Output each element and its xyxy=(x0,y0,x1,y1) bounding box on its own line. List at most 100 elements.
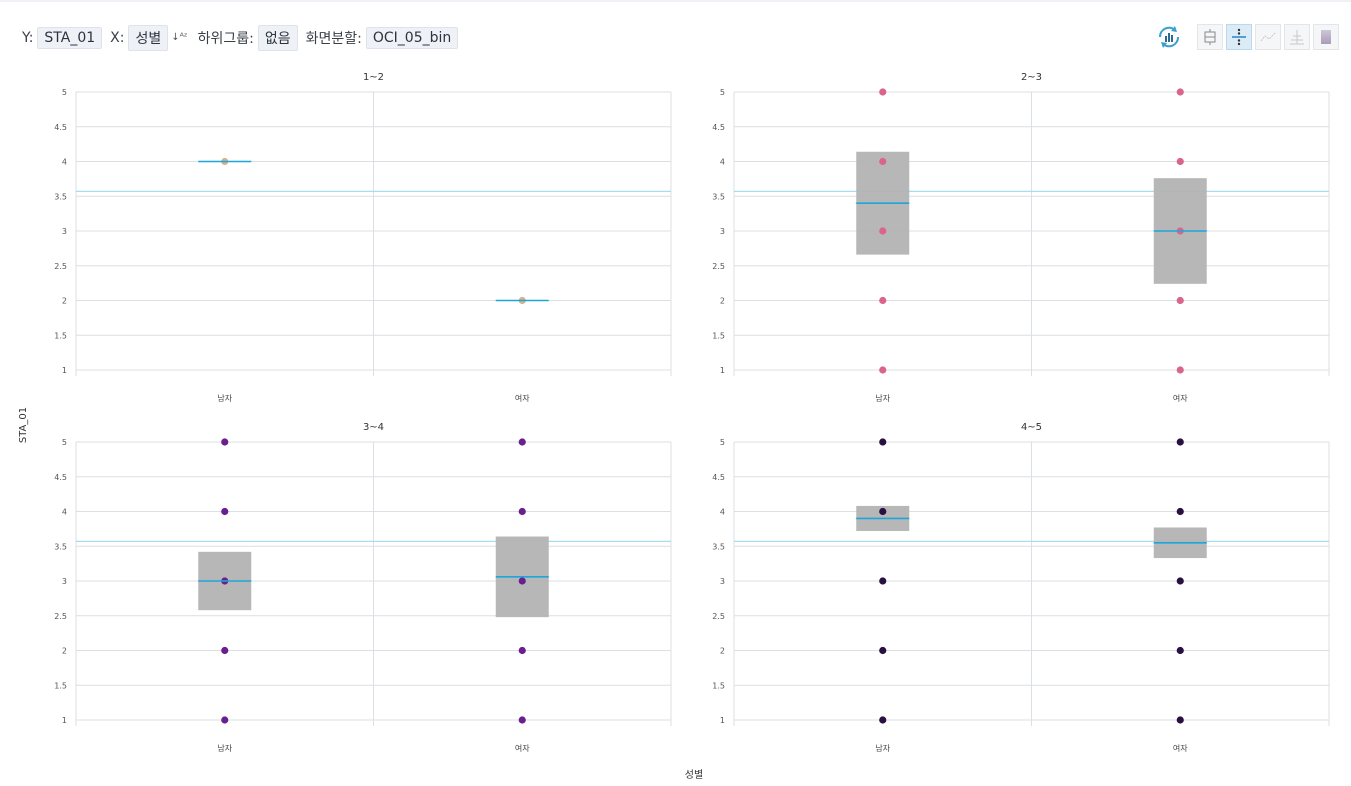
data-point xyxy=(1176,438,1184,446)
y-axis-title: STA_01 xyxy=(18,407,29,443)
y-tick-label: 4 xyxy=(62,158,67,167)
y-tick-label: 3 xyxy=(720,227,725,236)
y-tick-label: 2 xyxy=(62,297,67,306)
y-tick-label: 2 xyxy=(62,647,67,656)
variable-toolbar: Y: STA_01 X: 성별 ↓ᴬᶻ 하위그룹: 없음 화면분할: OCI_0… xyxy=(22,25,466,51)
panel-title: 3~4 xyxy=(363,422,384,433)
y-tick-label: 2.5 xyxy=(54,262,67,271)
chart-type-toolbar xyxy=(1154,22,1339,52)
data-point xyxy=(221,716,229,724)
y-tick-label: 3 xyxy=(720,577,725,586)
subgroup-selector[interactable]: 없음 xyxy=(257,25,298,51)
x-tick-label: 남자 xyxy=(875,394,890,403)
refresh-chart-icon[interactable] xyxy=(1154,22,1184,52)
x-axis-title: 성별 xyxy=(685,769,703,781)
chart-panel-1: 1~2 1 1.5 2 2.5 3 3.5 4 4.5 5 남자 여자 xyxy=(54,72,672,403)
y-tick-label: 3.5 xyxy=(54,542,67,551)
split-selector[interactable]: OCI_05_bin xyxy=(365,27,459,49)
x-tick-label: 남자 xyxy=(875,744,890,753)
data-point xyxy=(518,296,526,305)
data-point xyxy=(879,157,887,166)
boxplot-icon[interactable] xyxy=(1197,24,1223,50)
x-tick-label: 남자 xyxy=(217,744,232,753)
y-tick-label: 1.5 xyxy=(54,681,67,690)
y-tick-label: 2.5 xyxy=(712,612,725,621)
y-tick-label: 4 xyxy=(62,508,67,517)
y-tick-label: 1.5 xyxy=(712,331,725,340)
data-point xyxy=(1176,716,1184,724)
x-variable-selector[interactable]: 성별 xyxy=(128,25,169,51)
panel-title: 1~2 xyxy=(363,72,384,83)
data-point xyxy=(518,507,526,516)
box xyxy=(856,505,910,531)
data-point xyxy=(1176,227,1184,235)
x-tick-label: 여자 xyxy=(515,393,530,403)
y-tick-label: 5 xyxy=(720,88,725,97)
y-tick-label: 4.5 xyxy=(712,123,725,132)
chart-panel-3: 3~4 1 1.5 2 2.5 3 3.5 4 4.5 5 남자 여자 xyxy=(54,422,672,753)
y-tick-label: 1 xyxy=(720,716,725,725)
y-tick-label: 3.5 xyxy=(712,542,725,551)
data-point xyxy=(879,577,887,585)
y-tick-label: 2.5 xyxy=(712,262,725,271)
y-tick-label: 1 xyxy=(720,366,725,375)
y-variable-selector[interactable]: STA_01 xyxy=(37,27,103,49)
data-point xyxy=(1176,366,1184,374)
x-label: X: xyxy=(110,30,125,46)
dot-plot-icon[interactable] xyxy=(1226,24,1252,50)
line-plot-icon[interactable] xyxy=(1255,24,1281,50)
data-point xyxy=(1176,296,1184,305)
data-point xyxy=(518,438,526,446)
histogram-icon[interactable] xyxy=(1284,24,1310,50)
box xyxy=(1153,527,1207,559)
box xyxy=(856,151,910,255)
y-tick-label: 4 xyxy=(720,158,725,167)
data-point xyxy=(518,716,526,724)
data-point xyxy=(221,507,229,516)
y-tick-label: 4.5 xyxy=(54,473,67,482)
data-point xyxy=(518,646,526,655)
y-tick-label: 1 xyxy=(62,716,67,725)
split-label: 화면분할: xyxy=(305,31,362,47)
sort-az-icon[interactable]: ↓ᴬᶻ xyxy=(171,32,188,43)
x-tick-label: 여자 xyxy=(1173,393,1188,403)
y-tick-label: 3 xyxy=(62,227,67,236)
gradient-icon[interactable] xyxy=(1313,24,1339,50)
panel-title: 2~3 xyxy=(1021,72,1042,83)
data-point xyxy=(221,157,229,166)
y-tick-label: 5 xyxy=(62,438,67,447)
box xyxy=(1153,178,1207,284)
data-point xyxy=(879,88,887,96)
data-point xyxy=(879,438,887,446)
y-tick-label: 5 xyxy=(720,438,725,447)
y-tick-label: 2 xyxy=(720,297,725,306)
data-point xyxy=(1176,507,1184,516)
y-tick-label: 4.5 xyxy=(54,123,67,132)
y-tick-label: 1.5 xyxy=(54,331,67,340)
chart-panel-4: 4~5 1 1.5 2 2.5 3 3.5 4 4.5 5 남자 여자 xyxy=(712,422,1330,753)
data-point xyxy=(221,577,229,585)
box xyxy=(495,536,549,618)
data-point xyxy=(879,646,887,655)
chart-panel-2: 2~3 1 1.5 2 2.5 3 3.5 4 4.5 5 남자 여자 xyxy=(712,72,1330,403)
data-point xyxy=(221,646,229,655)
top-border xyxy=(0,0,1351,2)
data-point xyxy=(1176,157,1184,166)
y-tick-label: 1 xyxy=(62,366,67,375)
data-point xyxy=(879,507,887,516)
y-label: Y: xyxy=(22,30,34,46)
x-tick-label: 남자 xyxy=(217,394,232,403)
data-point xyxy=(879,366,887,374)
data-point xyxy=(1176,646,1184,655)
y-tick-label: 3.5 xyxy=(54,192,67,201)
box xyxy=(198,551,252,611)
y-tick-label: 2.5 xyxy=(54,612,67,621)
y-tick-label: 1.5 xyxy=(712,681,725,690)
y-tick-label: 3.5 xyxy=(712,192,725,201)
data-point xyxy=(221,438,229,446)
data-point xyxy=(1176,88,1184,96)
data-point xyxy=(1176,577,1184,585)
x-tick-label: 여자 xyxy=(515,743,530,753)
y-tick-label: 4.5 xyxy=(712,473,725,482)
